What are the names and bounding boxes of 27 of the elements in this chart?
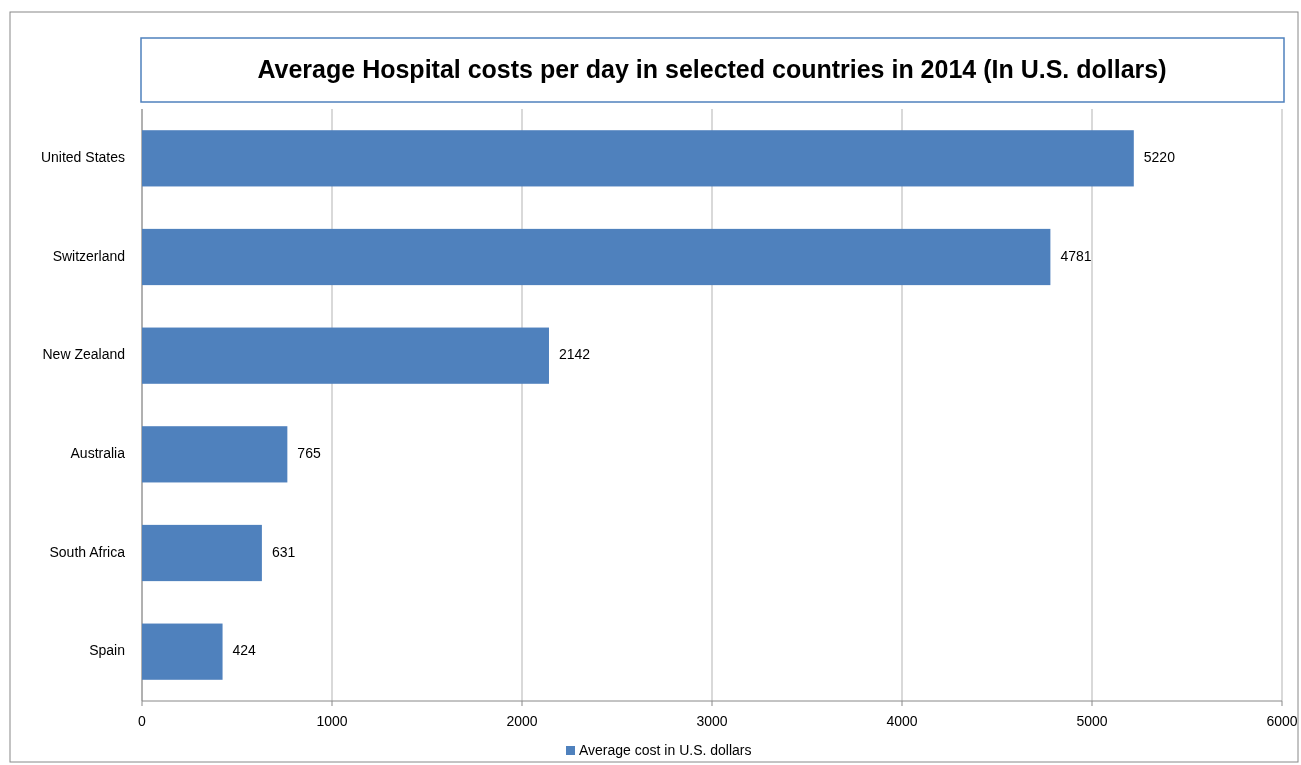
- data-label: 424: [232, 642, 257, 659]
- x-tick-label: 4000: [886, 713, 918, 729]
- chart-title: Average Hospital costs per day in selected countries in 2014 (In U.S. dollars): [257, 54, 1167, 83]
- data-label: 4781: [1060, 247, 1092, 264]
- bar: [142, 228, 1051, 286]
- bar: [142, 524, 262, 582]
- legend-label: Average cost in U.S. dollars: [579, 741, 752, 758]
- x-tick-label: 3000: [696, 713, 728, 729]
- x-tick-label: 1000: [316, 713, 348, 729]
- y-tick-label: Switzerland: [52, 247, 125, 264]
- x-tick-label: 2000: [506, 713, 538, 729]
- data-label: 765: [297, 445, 321, 462]
- bar: [142, 623, 223, 680]
- bar: [142, 130, 1134, 187]
- x-tick-label: 6000: [1266, 713, 1298, 729]
- y-tick-label: South Africa: [49, 543, 126, 560]
- data-label: 5220: [1143, 149, 1176, 166]
- data-label: 631: [271, 543, 296, 560]
- y-tick-label: Australia: [70, 445, 126, 462]
- data-label: 2142: [558, 346, 591, 363]
- x-tick-label: 0: [138, 713, 147, 729]
- bar: [142, 327, 549, 384]
- y-tick-label: United States: [40, 149, 125, 166]
- y-tick-label: New Zealand: [42, 346, 125, 363]
- x-tick-label: 5000: [1076, 713, 1108, 729]
- y-tick-label: Spain: [89, 642, 125, 659]
- bar: [142, 426, 288, 483]
